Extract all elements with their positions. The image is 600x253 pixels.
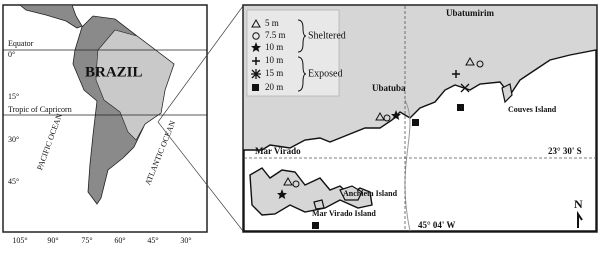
group-label: Exposed [308,68,342,79]
legend-box [246,9,340,97]
site-marker [277,189,287,199]
island [313,199,325,210]
site-marker [476,60,484,68]
latitude-label: 15° [8,92,19,101]
longitude-label: 30° [180,236,191,245]
latitude-label: 30° [8,135,19,144]
zoom-line [157,5,244,123]
island [501,83,513,104]
longitude-label: 75° [81,236,92,245]
place-label: Mar Virado [255,146,301,156]
longitude-label: 45° [147,236,158,245]
place-label: Ubatuba [372,83,406,93]
site-marker [460,83,470,93]
legend-symbol [251,42,261,52]
legend-symbol [252,32,260,40]
legend-label: 15 m [265,68,283,78]
legend-symbol [251,18,261,28]
site-marker [375,111,385,121]
brazil [95,29,175,141]
equator-label: Equator [8,39,34,48]
brace [297,19,307,53]
site-marker [312,222,319,229]
legend-label: 7.5 m [265,30,286,40]
country-label: BRAZIL [85,64,143,80]
site-marker [457,104,464,111]
legend-label: 10 m [265,55,283,65]
place-label: Anchieta Island [343,189,398,198]
legend-label: 5 m [265,18,279,28]
latitude-label: 23° 30' S [548,146,582,156]
legend-symbol [252,84,259,91]
north-arrow [577,210,583,228]
place-label: Couves Island [508,105,557,114]
north-label: N [574,197,583,211]
place-label: Mar Virado Island [312,209,376,218]
mainland-south [249,167,373,216]
latitude-label: 0° [8,50,15,59]
longitude-label: 105° [12,236,27,245]
tropic-label: Tropic of Capricorn [8,105,72,114]
legend-symbol [251,69,261,79]
zoom-line [157,121,244,232]
longitude-label: 60° [114,236,125,245]
longitude-label: 90° [47,236,58,245]
site-marker [383,114,391,122]
site-marker [391,110,401,120]
site-marker [292,180,300,188]
legend-symbol [252,57,260,65]
site-marker [452,70,460,78]
brace [297,56,307,92]
site-marker [283,176,293,186]
place-label: Ubatumirim [446,8,495,18]
latitude-label: 45° [8,177,19,186]
island [339,185,363,201]
central-america [18,4,83,29]
longitude-label: 45° 04' W [418,220,455,230]
south-america-map: Equator Tropic of Capricorn BRAZIL PACIF… [2,4,208,245]
road [404,99,411,232]
study-area-map: 5 m 7.5 m 10 m 10 m 15 m 20 m Sheltered … [242,4,598,233]
legend-label: 10 m [265,42,283,52]
site-marker [412,119,419,126]
group-label: Sheltered [308,30,346,41]
site-marker [465,56,475,66]
legend-label: 20 m [265,82,283,92]
